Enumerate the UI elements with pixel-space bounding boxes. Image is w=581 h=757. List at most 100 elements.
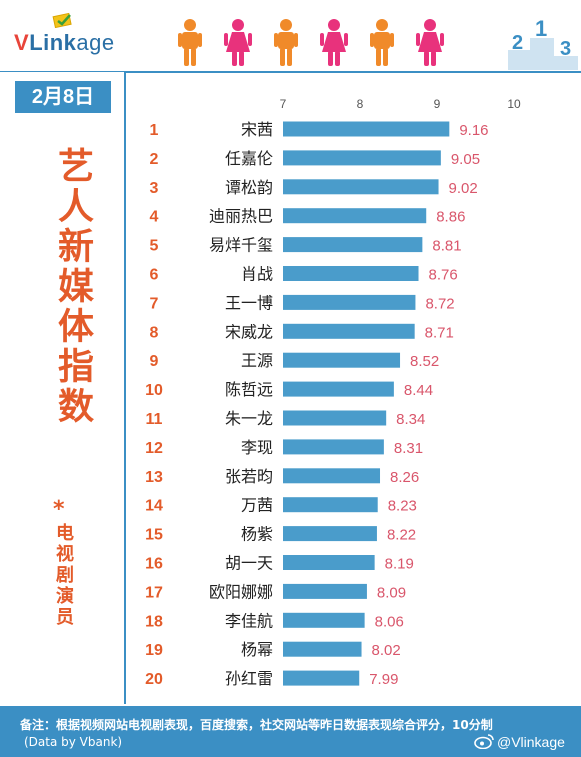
left-panel (0, 72, 124, 710)
bar (283, 641, 362, 657)
rank-label: 14 (145, 498, 163, 515)
value-label: 8.71 (425, 324, 454, 341)
value-label: 8.34 (396, 411, 425, 428)
bar (283, 294, 416, 310)
value-label: 8.23 (388, 498, 417, 515)
value-label: 8.31 (394, 440, 423, 457)
value-label: 8.22 (387, 527, 416, 544)
rank-label: 6 (150, 267, 159, 284)
rank-label: 8 (150, 324, 159, 341)
bar (283, 410, 387, 426)
bar (283, 237, 423, 253)
svg-text:3: 3 (560, 38, 571, 60)
man-icon (274, 19, 298, 66)
value-label: 8.52 (410, 353, 439, 370)
rank-label: 15 (145, 527, 163, 544)
category-label: 肖战 (241, 265, 273, 284)
podium-icon: 2 1 3 (508, 16, 578, 70)
data-source: (Data by Vbank) (24, 735, 123, 749)
value-label: 8.09 (377, 584, 406, 601)
value-label: 9.05 (451, 151, 480, 168)
category-label: 宋威龙 (225, 322, 273, 341)
bar (283, 381, 394, 397)
rank-label: 20 (145, 671, 163, 688)
value-label: 8.26 (390, 469, 419, 486)
value-label: 8.72 (425, 295, 454, 312)
rank-label: 18 (145, 613, 163, 630)
rank-label: 13 (145, 469, 163, 486)
value-label: 8.19 (385, 556, 414, 573)
rank-label: 12 (145, 440, 163, 457)
category-label: 杨紫 (241, 525, 273, 544)
logo-badge-icon (52, 12, 72, 28)
chart-title: 艺人新媒体指数 (52, 147, 93, 427)
bar (283, 352, 401, 368)
category-label: 胡一天 (225, 554, 273, 573)
vlinkage-logo: VLinkage (14, 30, 115, 55)
bar (283, 468, 381, 484)
rank-label: 19 (145, 642, 163, 659)
x-tick-label: 10 (507, 97, 521, 111)
rank-label: 4 (150, 209, 159, 226)
title-asterisk: * (53, 497, 65, 522)
value-label: 8.76 (429, 267, 458, 284)
rank-label: 10 (145, 382, 163, 399)
category-label: 杨幂 (241, 640, 273, 659)
bar (283, 612, 365, 628)
rank-label: 3 (150, 180, 159, 197)
date-label: 2月8日 (15, 81, 111, 113)
bar (283, 497, 378, 513)
bar (283, 121, 450, 137)
weibo-handle: @Vlinkage (497, 734, 565, 750)
woman-icon (224, 19, 252, 66)
category-label: 张若昀 (225, 467, 273, 486)
category-label: 朱一龙 (225, 409, 273, 428)
value-label: 8.81 (432, 238, 461, 255)
footer-note: 备注：根据视频网站电视剧表现，百度搜索，社交网站等昨日数据表现综合评分，10分制 (20, 718, 493, 732)
rank-label: 17 (145, 584, 163, 601)
value-label: 9.02 (449, 180, 478, 197)
people-icons (178, 19, 444, 66)
category-label: 王源 (241, 351, 273, 370)
woman-icon (320, 19, 348, 66)
bar (283, 583, 367, 599)
rank-label: 11 (146, 411, 163, 428)
bar (283, 208, 427, 224)
category-label: 王一博 (225, 293, 273, 312)
bar (283, 555, 375, 570)
chart-subtitle: 电视剧演员 (53, 523, 74, 628)
bar (283, 179, 439, 195)
category-label: 宋茜 (241, 120, 273, 139)
value-label: 7.99 (369, 671, 398, 688)
category-label: 李佳航 (225, 611, 273, 630)
bar (283, 439, 384, 455)
category-label: 易烊千玺 (209, 236, 273, 255)
rank-label: 9 (150, 353, 159, 370)
header-rule (0, 71, 581, 73)
man-icon (178, 19, 202, 66)
category-label: 孙红雷 (225, 669, 273, 688)
category-label: 欧阳娜娜 (209, 582, 273, 601)
category-label: 迪丽热巴 (209, 207, 273, 226)
category-label: 任嘉伦 (225, 149, 273, 168)
weibo-icon (474, 734, 494, 749)
svg-text:2: 2 (512, 32, 523, 54)
bar (283, 670, 360, 686)
x-tick-label: 8 (357, 97, 364, 111)
x-tick-label: 9 (434, 97, 441, 111)
bar (283, 323, 415, 339)
man-icon (370, 19, 394, 66)
value-label: 9.16 (459, 122, 488, 139)
rank-label: 7 (150, 295, 159, 312)
category-label: 陈哲远 (225, 380, 273, 399)
panel-divider (124, 72, 126, 704)
bar (283, 150, 441, 166)
value-label: 8.02 (372, 642, 401, 659)
category-label: 李现 (241, 438, 273, 457)
rank-label: 1 (150, 122, 159, 139)
value-label: 8.86 (436, 209, 465, 226)
bar-chart: 7 8 9 10 1 宋茜 9.16 2 任嘉伦 9.05 3 谭松韵 9.02 4 迪丽热巴 8.86 5 易烊… (145, 97, 521, 688)
rank-label: 5 (150, 238, 159, 255)
bar (283, 266, 419, 281)
svg-text:1: 1 (535, 16, 547, 41)
